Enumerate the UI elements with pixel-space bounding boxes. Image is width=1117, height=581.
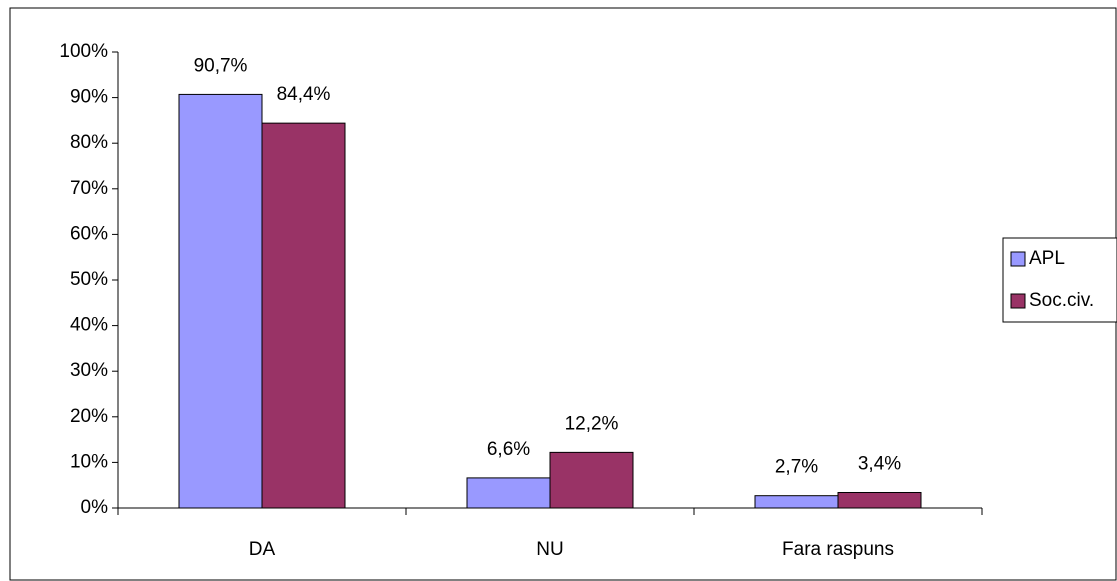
data-label: 2,7% [775,457,818,478]
y-tick-label: 70% [70,178,108,199]
x-tick-label: DA [249,539,276,560]
y-tick-label: 100% [59,41,108,62]
y-tick-label: 0% [81,497,109,518]
legend-swatch [1010,251,1026,267]
x-tick-label: NU [536,539,563,560]
bar [178,93,263,509]
x-tick-label: Fara raspuns [782,539,894,560]
y-tick-label: 80% [70,132,108,153]
y-tick-label: 50% [70,269,108,290]
data-label: 84,4% [277,84,331,105]
bar [837,491,922,509]
y-tick-label: 30% [70,360,108,381]
bar [549,451,634,509]
y-tick-label: 60% [70,223,108,244]
bar [466,477,551,509]
data-label: 6,6% [487,439,530,460]
data-label: 12,2% [565,413,619,434]
legend-swatch [1010,293,1026,309]
y-tick-label: 20% [70,406,108,427]
y-tick-label: 10% [70,451,108,472]
legend-label: Soc.civ. [1029,290,1094,311]
data-label: 3,4% [858,454,901,475]
bar [754,495,839,509]
legend-label: APL [1029,248,1065,269]
data-label: 90,7% [194,55,248,76]
y-tick-label: 90% [70,87,108,108]
bar [261,122,346,509]
y-tick-label: 40% [70,315,108,336]
